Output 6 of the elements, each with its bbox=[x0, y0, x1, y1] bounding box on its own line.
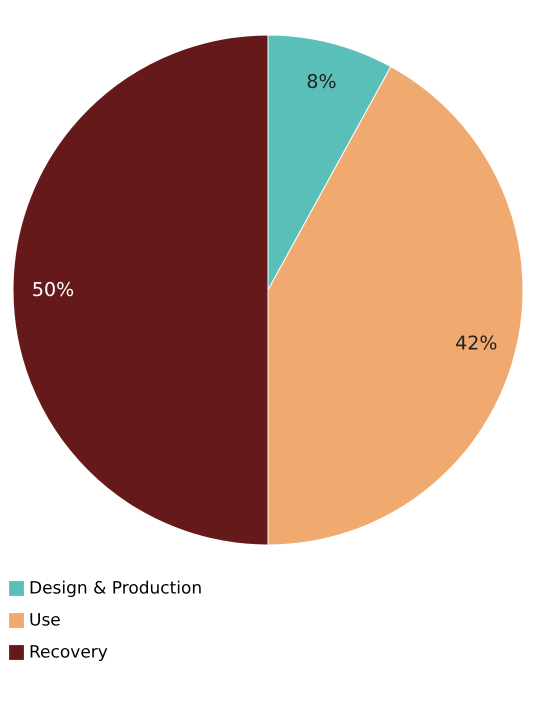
data-label: 8% bbox=[306, 70, 337, 93]
data-label: 42% bbox=[455, 332, 498, 354]
data-label: 50% bbox=[32, 279, 74, 301]
legend-label: Recovery bbox=[29, 642, 108, 662]
legend-label: Use bbox=[29, 610, 61, 630]
legend-label: Design & Production bbox=[29, 578, 202, 598]
